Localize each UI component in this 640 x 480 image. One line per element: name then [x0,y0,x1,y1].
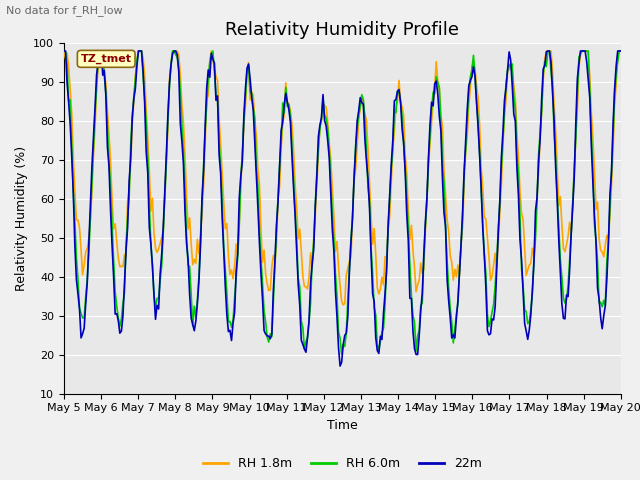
Title: Relativity Humidity Profile: Relativity Humidity Profile [225,21,460,39]
Line: 22m: 22m [64,51,621,366]
RH 1.8m [303,286,311,292]
RH 6.0m [303,335,311,340]
RH 1.8m [254,166,262,172]
22m [129,115,136,121]
X-axis label: Time: Time [327,419,358,432]
Line: RH 1.8m: RH 1.8m [64,51,621,305]
22m [617,48,625,54]
22m [244,61,252,67]
RH 6.0m [588,131,595,137]
RH 1.8m [60,48,68,54]
RH 6.0m [338,351,346,357]
Line: RH 6.0m: RH 6.0m [64,51,621,354]
Legend: RH 1.8m, RH 6.0m, 22m: RH 1.8m, RH 6.0m, 22m [198,453,486,475]
RH 1.8m [617,48,625,54]
RH 6.0m [244,63,252,69]
22m [254,204,262,210]
RH 1.8m [129,122,136,128]
RH 1.8m [244,60,252,65]
RH 6.0m [617,48,625,54]
RH 6.0m [254,183,262,189]
22m [60,48,68,54]
RH 1.8m [588,110,595,116]
22m [303,335,311,340]
22m [588,142,595,148]
22m [226,327,234,333]
Text: No data for f_RH_low: No data for f_RH_low [6,5,123,16]
RH 6.0m [226,319,234,324]
Text: TZ_tmet: TZ_tmet [81,54,132,64]
RH 6.0m [60,48,68,54]
RH 1.8m [339,302,347,308]
RH 6.0m [129,113,136,119]
22m [336,363,344,369]
RH 1.8m [226,272,234,277]
Y-axis label: Relativity Humidity (%): Relativity Humidity (%) [15,146,28,291]
